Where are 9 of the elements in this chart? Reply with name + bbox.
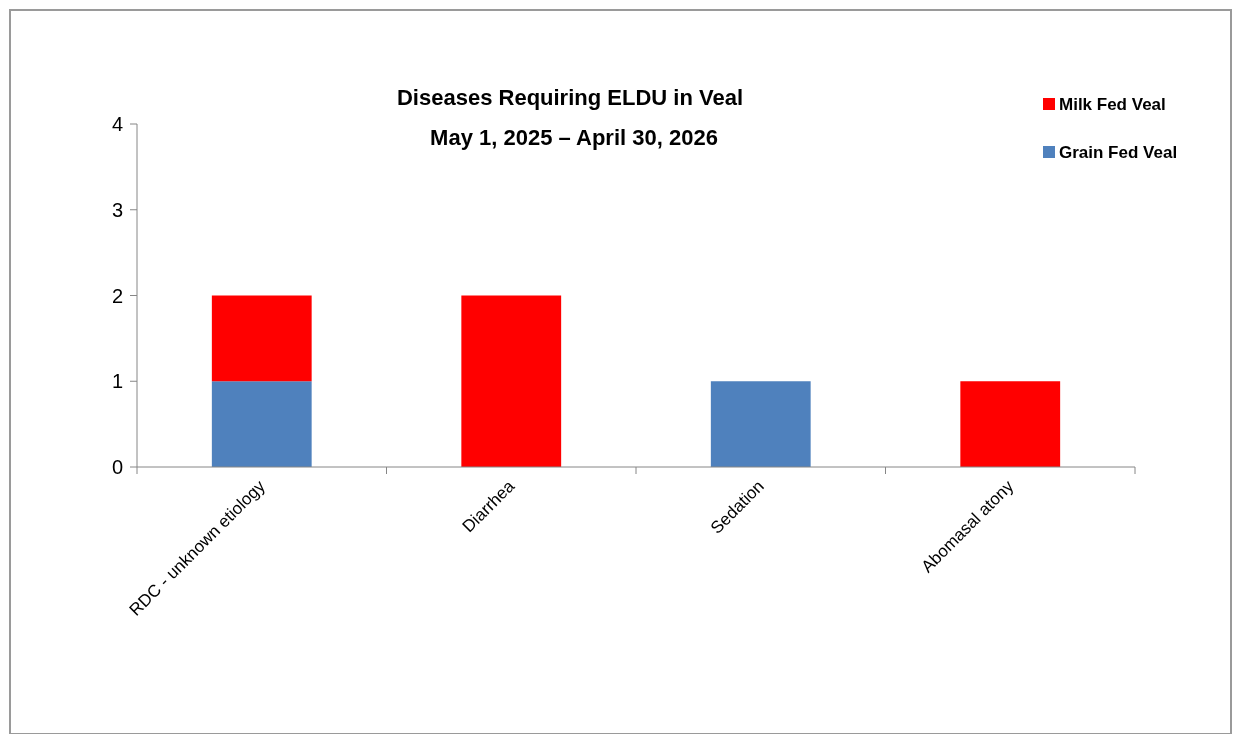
legend-label: Milk Fed Veal: [1059, 94, 1166, 114]
y-tick-label: 0: [111, 456, 123, 478]
y-tick-label: 2: [111, 284, 123, 307]
y-tick-label: 3: [111, 198, 123, 221]
chart-subtitle: May 1, 2025 – April 30, 2026: [430, 125, 718, 150]
y-tick-label: 4: [111, 113, 123, 135]
y-tick-label: 1: [111, 370, 123, 393]
legend-label: Grain Fed Veal: [1059, 142, 1178, 162]
chart-title: Diseases Requiring ELDU in Veal: [396, 85, 744, 110]
